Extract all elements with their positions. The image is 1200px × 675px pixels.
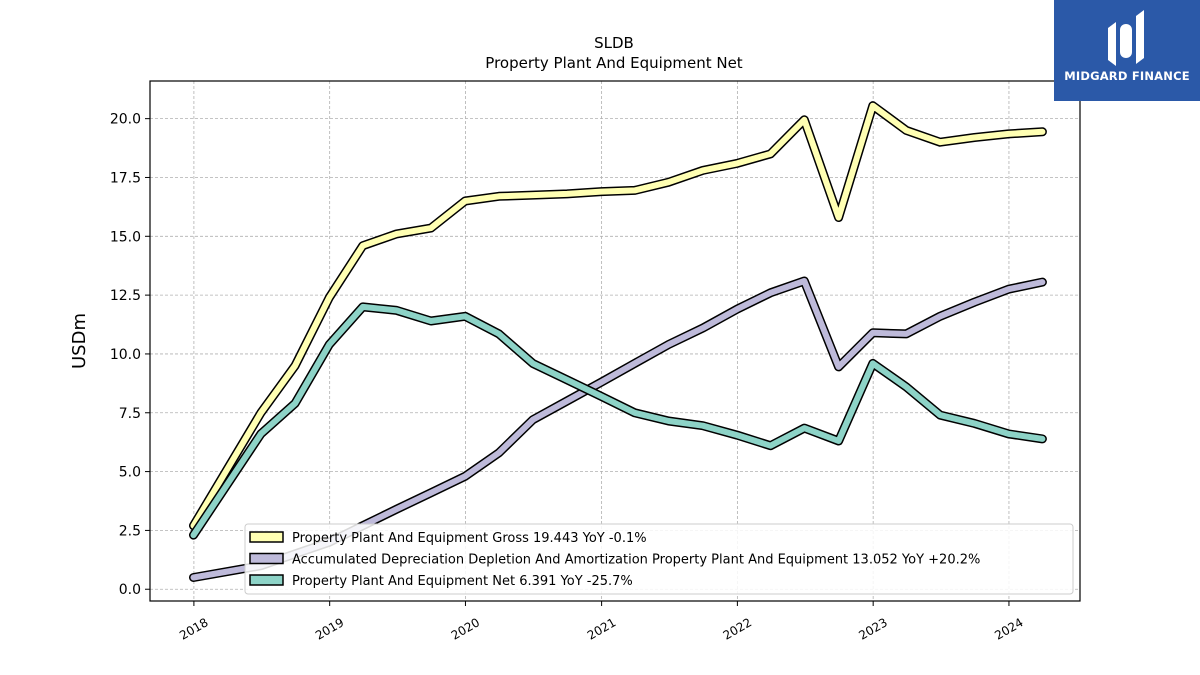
brand-name: MIDGARD FINANCE <box>1064 69 1190 83</box>
legend-swatch <box>249 552 284 565</box>
legend-label: Property Plant And Equipment Gross 19.44… <box>292 531 647 546</box>
y-tick-label: 0.0 <box>119 582 141 598</box>
y-tick-label: 12.5 <box>110 288 141 304</box>
legend: Property Plant And Equipment Gross 19.44… <box>244 523 1074 595</box>
x-tick-label: 2022 <box>721 615 754 642</box>
series-line <box>190 102 1046 529</box>
brand-mark-icon <box>1108 10 1144 66</box>
series-line-outline <box>189 302 1047 540</box>
x-tick-label: 2019 <box>313 615 346 642</box>
series-3 <box>189 302 1047 540</box>
brand-logo: MIDGARD FINANCE <box>1054 0 1200 101</box>
legend-label: Accumulated Depreciation Depletion And A… <box>292 553 980 568</box>
legend-swatch <box>249 531 284 543</box>
y-tick-label: 15.0 <box>110 229 141 245</box>
y-axis-label: USDm <box>69 313 90 369</box>
y-tick-label: 10.0 <box>110 347 141 363</box>
series-1 <box>189 101 1047 531</box>
y-tick-label: 17.5 <box>110 170 141 186</box>
grid <box>150 81 1080 601</box>
chart-title: SLDB <box>594 34 634 52</box>
x-axis: 2018 2019 2020 2021 2022 2023 2024 <box>177 601 1026 643</box>
x-tick-label: 2020 <box>449 615 482 642</box>
legend-box <box>244 523 1074 595</box>
y-tick-label: 2.5 <box>119 523 141 539</box>
plot-frame <box>149 80 1081 602</box>
series-layer <box>189 101 1047 582</box>
series-line <box>190 303 1046 539</box>
chart-subtitle: Property Plant And Equipment Net <box>485 54 742 72</box>
legend-swatch <box>249 574 284 586</box>
x-tick-label: 2024 <box>992 615 1025 642</box>
y-axis: 0.0 2.5 5.0 7.5 10.0 12.5 15.0 17.5 20.0 <box>110 112 150 598</box>
x-tick-label: 2023 <box>856 615 889 642</box>
y-tick-label: 7.5 <box>119 406 141 422</box>
y-tick-label: 5.0 <box>119 465 141 481</box>
legend-label: Property Plant And Equipment Net 6.391 Y… <box>292 574 633 589</box>
y-tick-label: 20.0 <box>110 112 141 128</box>
x-tick-label: 2021 <box>585 615 618 642</box>
x-tick-label: 2018 <box>177 615 210 642</box>
